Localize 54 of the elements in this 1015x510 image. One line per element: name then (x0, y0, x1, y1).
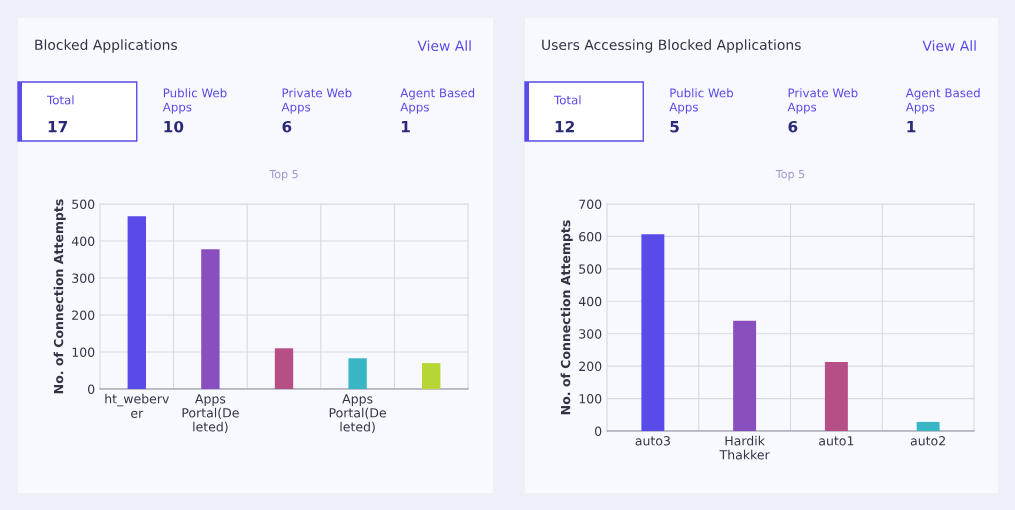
text: Agent Based Apps (905, 88, 980, 114)
text: 6 (282, 120, 292, 133)
y-tick-label: 300 (579, 329, 602, 339)
text: 17 (48, 121, 68, 133)
x-tick-label: Apps Portal(Deleted) (329, 394, 386, 433)
text: Total (46, 95, 74, 105)
text: Total (553, 95, 581, 105)
x-tick-label: auto1 (819, 436, 854, 446)
text: 1 (401, 121, 410, 133)
y-tick-label: 0 (88, 384, 95, 394)
chart-subtitle: Top 5 (775, 169, 805, 181)
bar (824, 361, 848, 431)
y-tick-label: 400 (578, 296, 602, 307)
chart-subtitle: Top 5 (269, 169, 298, 181)
chart-title: Blocked Applications (35, 39, 177, 53)
chart-title: Users Accessing Blocked Applications (542, 39, 801, 53)
y-axis-title: No. of Connection Attempts (53, 199, 66, 394)
y-tick-label: 500 (579, 264, 602, 274)
bar (201, 249, 220, 389)
text: Agent Based Apps (400, 88, 475, 114)
text: 5 (670, 121, 679, 133)
text: 12 (555, 120, 574, 133)
text: Private Web Apps (787, 88, 858, 114)
x-tick-label: ht_weberver (105, 393, 169, 418)
text: View All (417, 40, 471, 52)
bar (348, 358, 367, 389)
bar (916, 421, 940, 431)
y-tick-label: 600 (579, 231, 602, 242)
bar (274, 348, 294, 389)
y-tick-label: 500 (72, 199, 95, 209)
y-tick-label: 300 (72, 273, 95, 283)
text: 10 (164, 120, 184, 133)
bar (641, 234, 665, 431)
y-tick-label: 400 (71, 236, 95, 246)
x-tick-label: auto2 (910, 436, 945, 446)
x-tick-label: Apps Portal(Deleted) (182, 394, 239, 433)
y-tick-label: 200 (72, 310, 95, 320)
x-tick-label: Hardik Thakker (719, 435, 770, 460)
text: Private Web Apps (281, 88, 352, 114)
bar (127, 216, 146, 389)
y-axis-title: No. of Connection Attempts (560, 220, 573, 415)
bar (733, 320, 757, 431)
y-tick-label: 200 (579, 361, 602, 372)
text: Public Web Apps (162, 88, 227, 114)
text: Public Web Apps (669, 88, 734, 114)
y-tick-label: 700 (579, 199, 602, 209)
text: View All (922, 40, 976, 52)
x-tick-label: auto3 (635, 436, 670, 446)
text: 6 (788, 120, 798, 133)
text: 1 (907, 121, 916, 133)
y-tick-label: 0 (595, 426, 602, 436)
y-tick-label: 100 (579, 394, 602, 404)
y-tick-label: 100 (72, 347, 95, 357)
bar (422, 363, 441, 389)
